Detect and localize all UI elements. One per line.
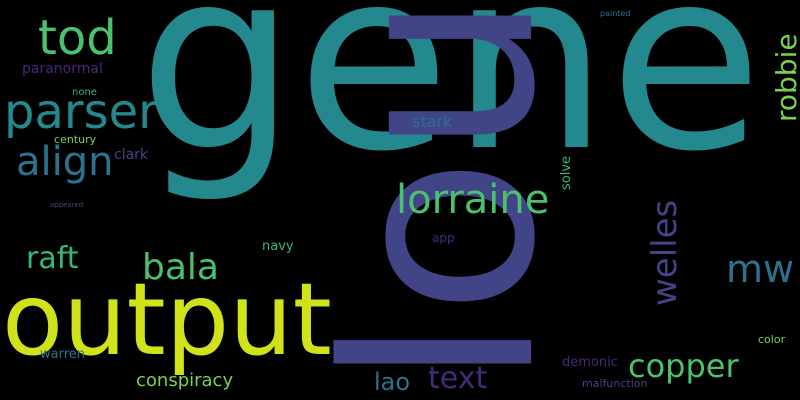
word-lorraine: lorraine <box>396 177 550 223</box>
word-tod: tod <box>38 10 117 66</box>
word-clark: clark <box>114 147 149 163</box>
word-conspiracy: conspiracy <box>136 370 234 391</box>
word-align: align <box>16 139 114 185</box>
word-navy: navy <box>262 239 294 254</box>
word-app: app <box>432 231 455 245</box>
word-demonic: demonic <box>562 355 618 370</box>
word-stark: stark <box>412 112 453 131</box>
word-none: none <box>72 87 97 98</box>
word-century: century <box>54 133 97 146</box>
word-solve: solve <box>559 155 574 190</box>
word-bala: bala <box>142 247 219 288</box>
word-warren: warren <box>40 347 86 362</box>
word-paranormal: paranormal <box>22 61 103 77</box>
word-appeared: appeared <box>50 201 84 209</box>
word-raft: raft <box>26 241 79 276</box>
word-copper: copper <box>628 347 739 385</box>
word-text: text <box>428 361 488 396</box>
word-robbie: robbie <box>770 33 800 122</box>
word-malfunction: malfunction <box>582 377 648 390</box>
word-lao: lao <box>374 368 411 396</box>
word-color: color <box>758 333 786 346</box>
word-output: output <box>2 261 332 378</box>
word-parser: parser <box>4 84 158 140</box>
word-mw: mw <box>726 247 795 291</box>
word-welles: welles <box>645 199 685 306</box>
word-gene: gene <box>138 0 763 206</box>
word-painted: painted <box>600 9 631 18</box>
